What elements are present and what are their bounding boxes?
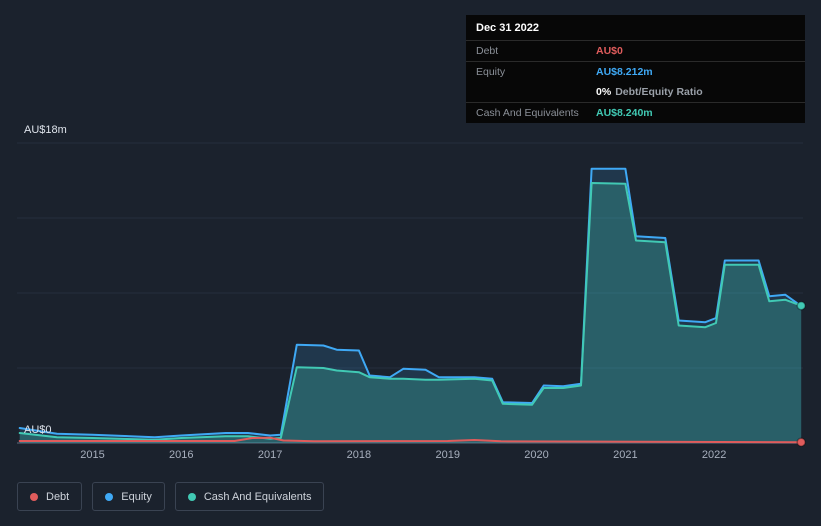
- equity-dot-icon: [105, 492, 114, 501]
- legend-item-cash[interactable]: Cash And Equivalents: [174, 482, 325, 511]
- cash-label: Cash And Equivalents: [476, 107, 579, 119]
- x-axis-tick: 2018: [346, 449, 372, 461]
- x-axis-tick: 2020: [524, 449, 549, 461]
- tooltip-row-ratio: 0% Debt/Equity Ratio: [466, 82, 805, 103]
- chart-tooltip: Dec 31 2022 Debt AU$0 Equity AU$8.212m 0…: [466, 15, 805, 123]
- cash-value: AU$8.240m: [596, 107, 653, 119]
- legend-cash-label: Cash And Equivalents: [203, 490, 312, 503]
- y-axis-tick: AU$0: [24, 424, 52, 436]
- x-axis-tick: 2019: [435, 449, 460, 461]
- equity-value: AU$8.212m: [596, 66, 653, 78]
- tooltip-row-cash: Cash And Equivalents AU$8.240m: [466, 103, 805, 123]
- tooltip-row-equity: Equity AU$8.212m: [466, 62, 805, 82]
- legend-item-debt[interactable]: Debt: [17, 482, 83, 511]
- debt-dot-icon: [30, 492, 38, 501]
- y-axis-tick: AU$18m: [24, 124, 67, 136]
- x-axis-tick: 2022: [701, 449, 727, 461]
- ratio-caption: Debt/Equity Ratio: [615, 86, 703, 98]
- tooltip-date: Dec 31 2022: [466, 15, 805, 41]
- debt-value: AU$0: [596, 45, 623, 57]
- equity-label: Equity: [476, 66, 506, 78]
- x-axis-tick: 2021: [613, 449, 638, 461]
- legend-item-equity[interactable]: Equity: [92, 482, 165, 511]
- x-axis-tick: 2016: [169, 449, 194, 461]
- debt-label: Debt: [476, 45, 499, 57]
- x-axis-tick: 2015: [80, 449, 105, 461]
- ratio-percent: 0%: [596, 86, 612, 98]
- x-axis-tick: 2017: [257, 449, 283, 461]
- legend-equity-label: Equity: [121, 490, 152, 503]
- chart-legend: Debt Equity Cash And Equivalents: [17, 482, 325, 511]
- cash-dot-icon: [187, 492, 196, 501]
- legend-debt-label: Debt: [46, 490, 70, 503]
- debt-equity-ratio: 0% Debt/Equity Ratio: [596, 86, 703, 98]
- tooltip-row-debt: Debt AU$0: [466, 41, 805, 62]
